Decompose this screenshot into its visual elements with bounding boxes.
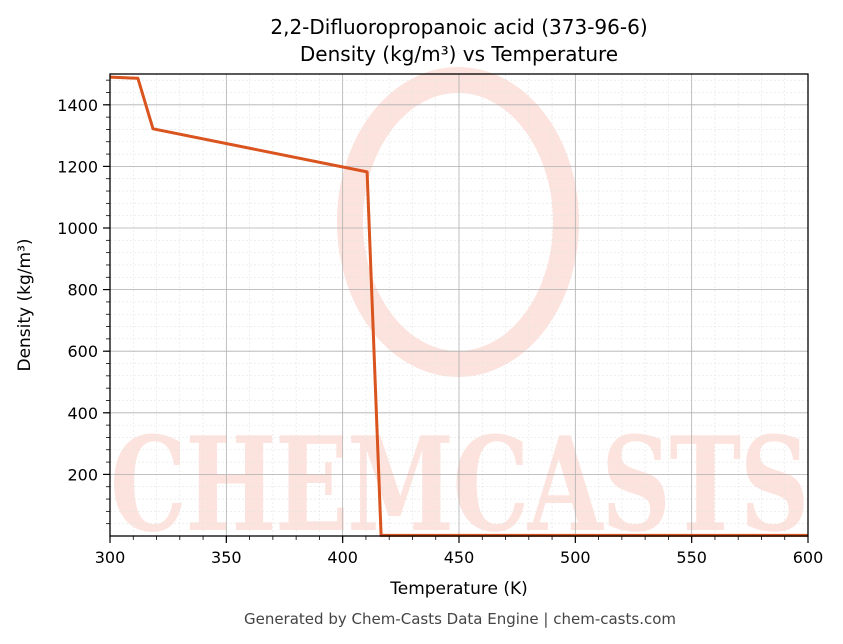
- x-tick-label: 450: [444, 548, 475, 567]
- y-tick-label: 1000: [57, 219, 98, 238]
- y-tick-label: 800: [67, 281, 98, 300]
- y-tick-label: 600: [67, 342, 98, 361]
- watermark-ring: [337, 67, 579, 377]
- footer-credit: Generated by Chem-Casts Data Engine | ch…: [244, 610, 676, 628]
- y-tick-label: 400: [67, 404, 98, 423]
- x-tick-label: 550: [676, 548, 707, 567]
- x-tick-label: 600: [793, 548, 824, 567]
- y-axis-title: Density (kg/m³): [15, 238, 35, 371]
- x-tick-label: 300: [95, 548, 126, 567]
- chart-title-line2: Density (kg/m³) vs Temperature: [300, 42, 618, 66]
- x-axis-title: Temperature (K): [389, 579, 528, 599]
- y-tick-label: 200: [67, 465, 98, 484]
- x-tick-label: 350: [211, 548, 242, 567]
- y-tick-label: 1400: [57, 96, 98, 115]
- x-tick-label: 400: [327, 548, 358, 567]
- y-tick-labels: 200 400 600 800 1000 1200 1400: [57, 96, 98, 485]
- axis-ticks: [103, 79, 809, 543]
- x-tick-label: 500: [560, 548, 591, 567]
- chart-title-line1: 2,2-Difluoropropanoic acid (373-96-6): [270, 15, 647, 39]
- x-tick-labels: 300 350 400 450 500 550 600: [95, 548, 824, 567]
- y-tick-label: 1200: [57, 157, 98, 176]
